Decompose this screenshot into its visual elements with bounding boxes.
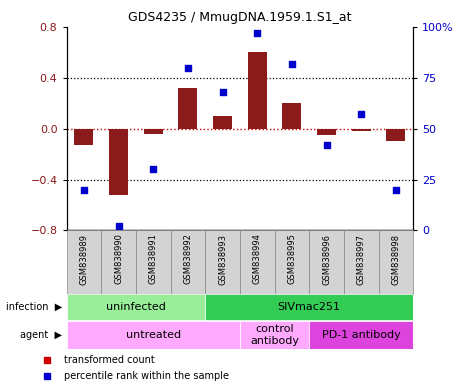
- Text: GSM838991: GSM838991: [149, 233, 158, 285]
- Bar: [109, 129, 128, 195]
- Text: GSM838998: GSM838998: [391, 233, 400, 285]
- Bar: [101, 230, 136, 294]
- Point: [358, 111, 365, 118]
- Point: [80, 187, 88, 193]
- Bar: [66, 230, 101, 294]
- Bar: [282, 103, 302, 129]
- Text: GSM838994: GSM838994: [253, 233, 262, 285]
- Text: GSM838997: GSM838997: [357, 233, 366, 285]
- Text: GSM838995: GSM838995: [287, 233, 296, 285]
- Bar: [240, 230, 275, 294]
- Text: control
antibody: control antibody: [250, 324, 299, 346]
- Point: [218, 89, 227, 95]
- Bar: [344, 230, 379, 294]
- Point: [288, 60, 295, 66]
- Point: [149, 166, 157, 172]
- Bar: [205, 294, 413, 320]
- Point: [392, 187, 400, 193]
- Text: GSM838989: GSM838989: [79, 233, 88, 285]
- Title: GDS4235 / MmugDNA.1959.1.S1_at: GDS4235 / MmugDNA.1959.1.S1_at: [128, 11, 352, 24]
- Bar: [352, 129, 371, 131]
- Text: GSM838993: GSM838993: [218, 233, 227, 285]
- Bar: [309, 321, 413, 349]
- Text: uninfected: uninfected: [106, 302, 166, 312]
- Bar: [178, 88, 198, 129]
- Text: agent  ▶: agent ▶: [20, 330, 62, 340]
- Bar: [240, 321, 309, 349]
- Bar: [379, 230, 413, 294]
- Bar: [247, 52, 267, 129]
- Bar: [309, 230, 344, 294]
- Point: [184, 65, 192, 71]
- Bar: [74, 129, 94, 145]
- Point: [254, 30, 261, 36]
- Bar: [66, 321, 240, 349]
- Point: [115, 223, 123, 229]
- Text: untreated: untreated: [125, 330, 181, 340]
- Text: GSM838990: GSM838990: [114, 233, 123, 285]
- Bar: [171, 230, 205, 294]
- Text: GSM838992: GSM838992: [183, 233, 192, 285]
- Bar: [143, 129, 163, 134]
- Bar: [317, 129, 336, 135]
- Point: [323, 142, 331, 148]
- Bar: [205, 230, 240, 294]
- Bar: [213, 116, 232, 129]
- Bar: [386, 129, 406, 141]
- Text: SIVmac251: SIVmac251: [278, 302, 341, 312]
- Text: infection  ▶: infection ▶: [6, 302, 62, 312]
- Bar: [275, 230, 309, 294]
- Text: transformed count: transformed count: [64, 354, 155, 364]
- Bar: [136, 230, 171, 294]
- Text: GSM838996: GSM838996: [322, 233, 331, 285]
- Text: percentile rank within the sample: percentile rank within the sample: [64, 371, 229, 381]
- Bar: [66, 294, 205, 320]
- Text: PD-1 antibody: PD-1 antibody: [322, 330, 400, 340]
